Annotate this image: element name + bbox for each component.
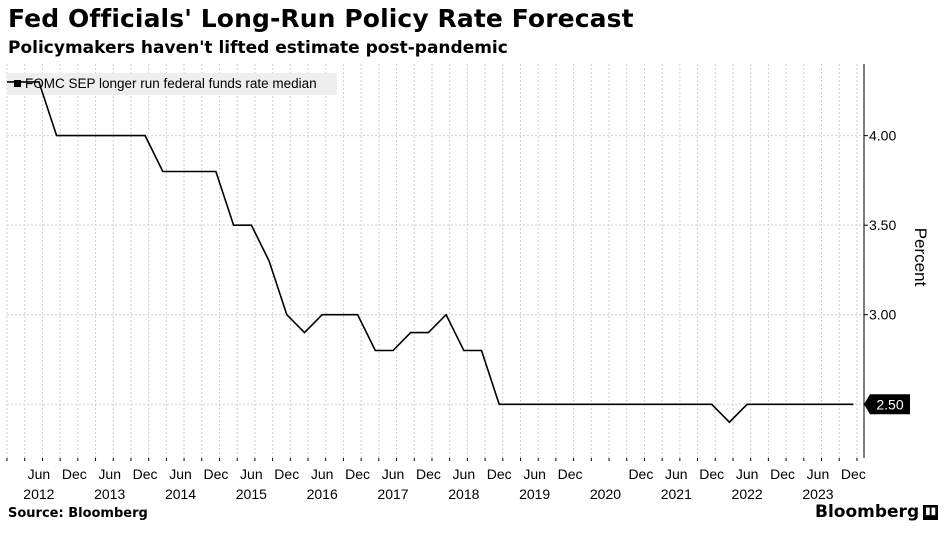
- terminal-icon: ▮▮: [923, 504, 939, 520]
- x-tick-label-month: Jun: [523, 466, 546, 482]
- x-tick-label-month: Dec: [133, 466, 158, 482]
- x-tick-label-month: Dec: [345, 466, 370, 482]
- x-tick-label-month: Dec: [487, 466, 512, 482]
- x-tick-label-month: Dec: [416, 466, 441, 482]
- y-tick-label: 3.50: [869, 217, 896, 233]
- x-tick-label-year: 2013: [94, 486, 125, 502]
- x-tick-label-month: Jun: [98, 466, 121, 482]
- x-tick-label-month: Dec: [62, 466, 87, 482]
- x-tick-label-month: Dec: [841, 466, 866, 482]
- source-note: Source: Bloomberg: [8, 506, 148, 521]
- grid: [6, 64, 864, 458]
- x-tick-label-year: 2020: [590, 486, 621, 502]
- legend: FOMC SEP longer run federal funds rate m…: [7, 73, 337, 95]
- x-tick-label-year: 2015: [236, 486, 267, 502]
- x-tick-label-month: Jun: [28, 466, 51, 482]
- legend-background: [7, 73, 337, 95]
- x-tick-label-month: Jun: [665, 466, 688, 482]
- x-tick-label-year: 2014: [165, 486, 196, 502]
- series-line-fomc-sep: [7, 81, 854, 424]
- last-value-label: 2.50: [876, 396, 903, 412]
- x-tick-label-month: Jun: [736, 466, 759, 482]
- x-tick-label-year: 2019: [519, 486, 550, 502]
- x-tick-label-month: Jun: [382, 466, 405, 482]
- x-tick-label-year: 2023: [802, 486, 833, 502]
- x-tick-label-year: 2012: [23, 486, 54, 502]
- x-tick-label-month: Jun: [311, 466, 334, 482]
- legend-label: FOMC SEP longer run federal funds rate m…: [25, 76, 317, 91]
- x-tick-label-month: Dec: [274, 466, 299, 482]
- chart-title: Fed Officials' Long-Run Policy Rate Fore…: [8, 4, 634, 33]
- x-tick-label-month: Jun: [240, 466, 263, 482]
- last-value-label-box: [864, 394, 910, 415]
- legend-swatch: [14, 80, 21, 87]
- x-tick-label-month: Jun: [807, 466, 830, 482]
- y-tick-label: 3.00: [869, 307, 896, 323]
- series: [7, 81, 854, 424]
- axes: 2.50 3.00 3.50 4.00 Percent Jun Dec Jun Dec Jun De…: [6, 64, 930, 502]
- chart-subtitle: Policymakers haven't lifted estimate pos…: [8, 38, 508, 58]
- y-axis-title: Percent: [911, 228, 930, 287]
- x-tick-label-month: Jun: [169, 466, 192, 482]
- x-tick-label-year: 2018: [448, 486, 479, 502]
- y-tick-label: 4.00: [869, 128, 896, 144]
- x-tick-label-year: 2021: [661, 486, 692, 502]
- x-tick-label-month: Dec: [770, 466, 795, 482]
- x-tick-label-month: Jun: [453, 466, 476, 482]
- x-tick-label-month: Dec: [203, 466, 228, 482]
- brand-name: Bloomberg: [815, 502, 920, 522]
- x-tick-label-year: 2022: [732, 486, 763, 502]
- x-tick-label-year: 2016: [307, 486, 338, 502]
- brand-logo: Bloomberg ▮▮: [815, 502, 939, 522]
- x-tick-label-month: Dec: [558, 466, 583, 482]
- x-tick-label-year: 2017: [377, 486, 408, 502]
- x-tick-label-month: Dec: [699, 466, 724, 482]
- x-tick-label-month: Dec: [628, 466, 653, 482]
- last-value-label-group: 2.50: [864, 394, 910, 415]
